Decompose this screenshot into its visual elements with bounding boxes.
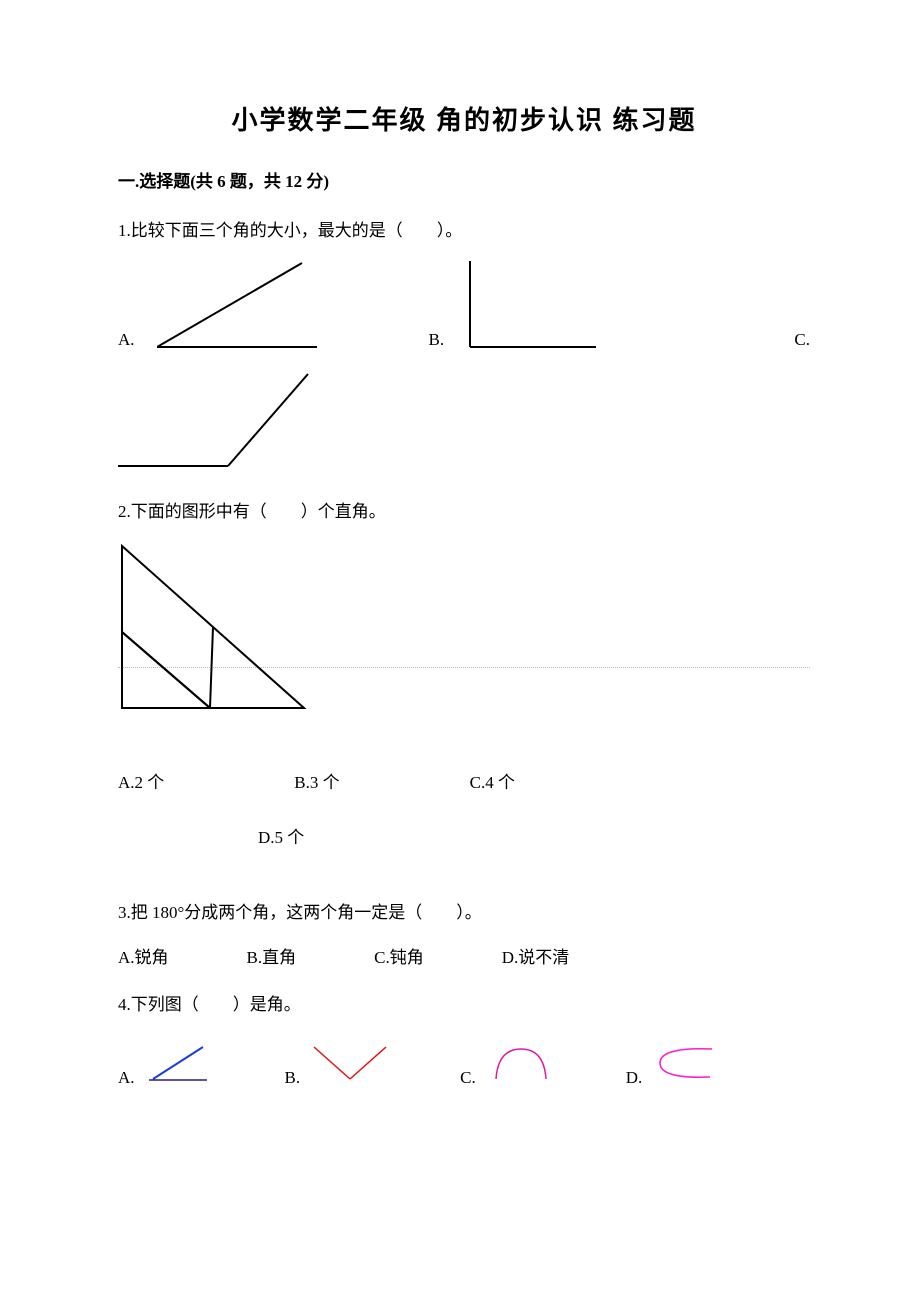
- q3-opt-d: D.说不清: [502, 943, 570, 968]
- q4-shape-b-icon: [310, 1043, 390, 1088]
- q3-opt-c: C.钝角: [374, 943, 424, 968]
- page-title: 小学数学二年级 角的初步认识 练习题: [118, 100, 810, 137]
- q1-angle-a-icon: [157, 261, 337, 356]
- q3-text: 3.把 180°分成两个角，这两个角一定是（ ）。: [118, 898, 810, 923]
- q4-text: 4.下列图（ ）是角。: [118, 990, 810, 1015]
- q1-label-c: C.: [794, 330, 810, 350]
- q4-label-d: D.: [626, 1068, 643, 1088]
- q1-label-b: B.: [429, 330, 445, 350]
- q3-opt-a: A.锐角: [118, 943, 169, 968]
- page: 小学数学二年级 角的初步认识 练习题 一.选择题(共 6 题，共 12 分) 1…: [0, 0, 920, 1148]
- q4-label-a: A.: [118, 1068, 135, 1088]
- q1-text: 1.比较下面三个角的大小，最大的是（ ）。: [118, 216, 810, 241]
- q2-opt-d: D.5 个: [258, 823, 810, 848]
- q2-opt-c: C.4 个: [470, 768, 515, 793]
- q2-text: 2.下面的图形中有（ ）个直角。: [118, 497, 810, 522]
- q1-options-row1: A. B. C.: [118, 261, 810, 356]
- q1-angle-b-icon: [466, 261, 606, 356]
- q4-label-b: B.: [285, 1068, 301, 1088]
- q2-figure: [118, 542, 810, 717]
- q4-label-c: C.: [460, 1068, 476, 1088]
- q1-angle-c-row: [118, 370, 810, 475]
- q4-shape-c-icon: [486, 1043, 556, 1088]
- q4-options: A. B. C. D.: [118, 1043, 810, 1088]
- q4-shape-d-icon: [652, 1043, 722, 1088]
- q1-label-a: A.: [118, 330, 135, 350]
- q2-opt-a: A.2 个: [118, 768, 164, 793]
- q2-shape-icon: [118, 542, 308, 712]
- q2-options-abc: A.2 个 B.3 个 C.4 个: [118, 768, 810, 793]
- q1-angle-c-icon: [118, 370, 318, 475]
- q3-options: A.锐角 B.直角 C.钝角 D.说不清: [118, 943, 810, 968]
- section-heading: 一.选择题(共 6 题，共 12 分): [118, 167, 810, 192]
- q2-opt-b: B.3 个: [294, 768, 339, 793]
- q4-shape-a-icon: [145, 1043, 215, 1088]
- q3-opt-b: B.直角: [247, 943, 297, 968]
